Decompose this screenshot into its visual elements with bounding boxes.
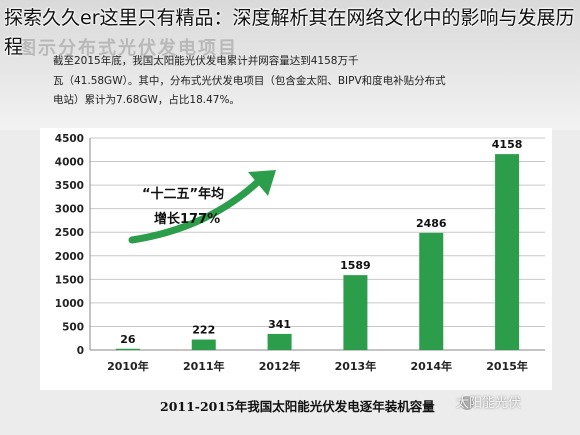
data-label: 1589 xyxy=(340,259,371,272)
paragraph-line-2: 瓦（41.58GW）。其中，分布式光伏发电项目（包含金太阳、BIPV和度电补贴分… xyxy=(53,74,446,87)
faint-background-title: 图示分布式光伏发电项目 xyxy=(18,38,238,59)
header-background xyxy=(0,0,580,130)
paragraph-line-3: 电站）累计为7.68GW，占比18.47%。 xyxy=(53,94,240,106)
y-tick-label: 1000 xyxy=(55,298,84,310)
watermark-text: 太阳能光伏 xyxy=(456,396,522,411)
chart-panel: 0 500 1000 1500 2000 2500 3000 3500 4000 4500 26 20… xyxy=(40,128,552,390)
chart-caption: 2011-2015年我国太阳能光伏发电逐年装机容量 xyxy=(160,399,435,414)
y-tick-label: 4000 xyxy=(55,157,84,169)
annotation-line-1: “十二五”年均 xyxy=(142,186,224,202)
x-tick-label: 2015年 xyxy=(486,359,528,373)
data-label: 341 xyxy=(268,318,291,331)
bar xyxy=(115,348,140,350)
x-tick-label: 2010年 xyxy=(107,359,149,373)
annotation-line-2: 增长177% xyxy=(154,211,220,227)
x-tick-label: 2012年 xyxy=(259,359,301,373)
bar xyxy=(495,154,520,350)
data-label: 222 xyxy=(192,324,215,337)
y-tick-label: 2500 xyxy=(55,227,84,239)
growth-arrowhead xyxy=(248,170,276,196)
data-label: 4158 xyxy=(492,138,523,151)
bar xyxy=(191,339,216,350)
page-title: 探索久久er这里只有精品：深度解析其在网络文化中的影响与发展历程 xyxy=(4,7,575,58)
bar xyxy=(343,275,368,350)
bar-chart: 0 500 1000 1500 2000 2500 3000 3500 4000 4500 26 20… xyxy=(55,133,545,373)
bar xyxy=(267,333,292,350)
y-tick-label: 0 xyxy=(77,345,84,357)
growth-arrow xyxy=(128,174,266,244)
y-tick-label: 3000 xyxy=(55,204,84,216)
paragraph-line-1: 截至2015年底，我国太阳能光伏发电累计并网容量达到4158万千 xyxy=(53,55,359,67)
bar xyxy=(419,232,444,350)
y-tick-label: 4500 xyxy=(55,133,84,145)
x-tick-label: 2011年 xyxy=(183,359,225,373)
description-paragraph: 截至2015年底，我国太阳能光伏发电累计并网容量达到4158万千 瓦（41.58… xyxy=(53,52,553,111)
x-tick-label: 2013年 xyxy=(335,359,377,373)
data-label: 2486 xyxy=(416,217,447,230)
y-tick-label: 2000 xyxy=(55,251,84,263)
data-label: 26 xyxy=(120,333,136,346)
y-tick-label: 1500 xyxy=(55,274,84,286)
x-tick-label: 2014年 xyxy=(410,359,452,373)
y-tick-label: 3500 xyxy=(55,180,84,192)
y-tick-label: 500 xyxy=(62,321,84,333)
watermark-icon xyxy=(460,396,474,410)
